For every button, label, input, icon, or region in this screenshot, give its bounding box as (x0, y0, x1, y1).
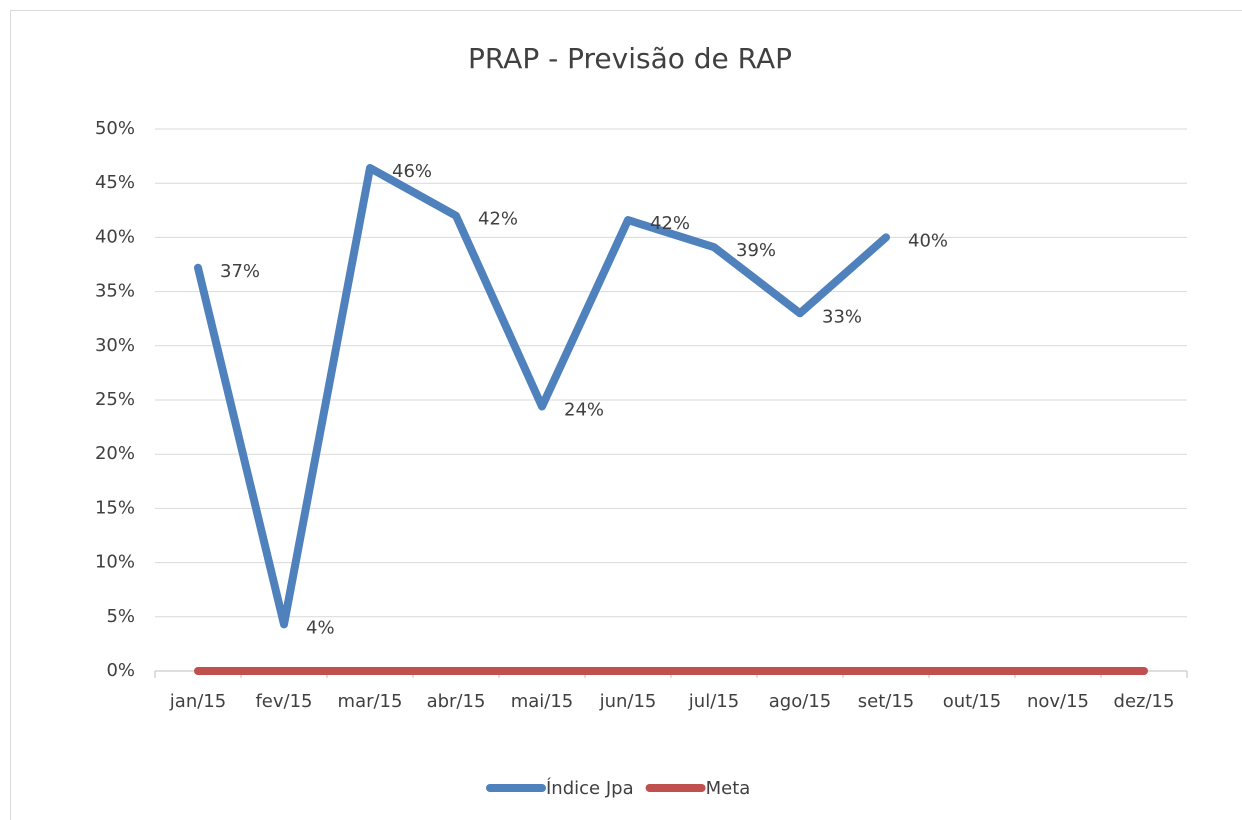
x-tick-label: jan/15 (169, 691, 226, 712)
x-tick-label: set/15 (858, 691, 914, 712)
y-tick-label: 50% (95, 118, 135, 139)
series-line (194, 164, 890, 629)
x-tick-label: out/15 (943, 691, 1001, 712)
data-label: 42% (650, 213, 690, 234)
legend-label: Índice Jpa (546, 777, 634, 799)
data-label: 42% (478, 209, 518, 230)
y-tick-label: 40% (95, 226, 135, 247)
x-tick-label: dez/15 (1114, 691, 1175, 712)
chart-title: PRAP - Previsão de RAP (468, 42, 792, 75)
y-tick-label: 30% (95, 335, 135, 356)
data-label: 46% (392, 161, 432, 182)
y-tick-label: 35% (95, 281, 135, 302)
data-label: 4% (306, 617, 335, 638)
data-label: 40% (908, 230, 948, 251)
y-tick-label: 25% (95, 389, 135, 410)
x-tick-label: jun/15 (599, 691, 657, 712)
y-tick-label: 10% (95, 552, 135, 573)
x-tick-label: mai/15 (511, 691, 574, 712)
y-tick-label: 0% (106, 660, 135, 681)
legend-label: Meta (706, 778, 751, 799)
x-tick-label: fev/15 (255, 691, 312, 712)
y-tick-label: 45% (95, 172, 135, 193)
chart-border (10, 10, 1242, 820)
x-tick-label: jul/15 (688, 691, 739, 712)
y-tick-label: 15% (95, 497, 135, 518)
x-tick-label: mar/15 (338, 691, 403, 712)
x-tick-label: nov/15 (1027, 691, 1089, 712)
data-label: 33% (822, 306, 862, 327)
x-tick-label: ago/15 (769, 691, 831, 712)
data-label: 39% (736, 240, 776, 261)
y-tick-label: 5% (106, 606, 135, 627)
data-label: 37% (220, 261, 260, 282)
y-tick-label: 20% (95, 443, 135, 464)
x-tick-label: abr/15 (427, 691, 486, 712)
data-label: 24% (564, 400, 604, 421)
